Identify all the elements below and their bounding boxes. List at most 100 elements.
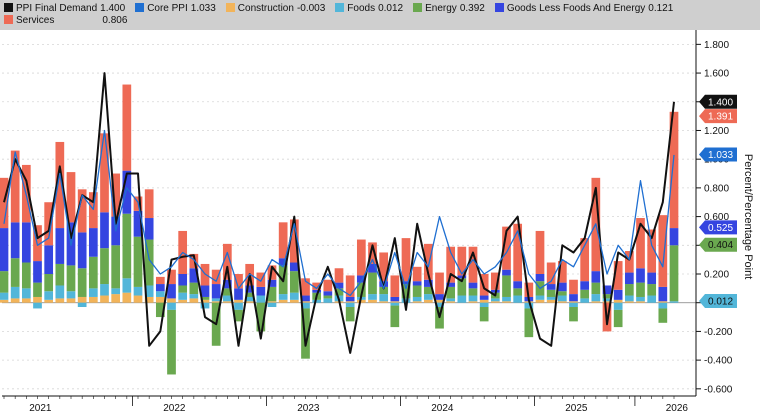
bar-segment [334,282,344,289]
bar-segment [301,302,310,309]
bar-segment [524,282,534,297]
bar-segment [669,301,679,303]
legend-item: Goods Less Foods And Energy 0.121 [494,3,673,15]
bar-segment [479,307,489,322]
bar-segment [10,222,20,259]
bar-segment [200,296,210,300]
bar-segment [412,266,422,282]
bar-segment [624,251,634,273]
bar-segment [100,295,109,303]
bar-segment [390,275,400,297]
bar-segment [44,291,54,300]
bar-segment [368,272,377,295]
y-tick-label: -0.200 [704,327,733,338]
bar-segment [457,246,467,276]
bar-segment [133,210,143,237]
legend-swatch-icon [4,3,13,12]
bar-segment [546,299,556,303]
end-value-tag: 0.404 [699,237,737,252]
bar-segment [77,268,87,297]
bar-segment [0,271,9,293]
legend-item: Energy 0.392 [413,3,485,15]
series-line-core-ppi [3,129,675,297]
bar-segment [613,309,623,328]
bar-segment [569,279,578,295]
legend-item-value: 0.012 [378,3,404,14]
bar-segment [323,291,333,296]
bar-segment [457,275,467,279]
bar-segment [222,295,232,302]
bar-segment [200,299,210,303]
bar-segment [446,282,456,287]
bar-segment [334,268,344,283]
bar-segment [368,242,377,264]
bar-segment [289,262,299,272]
bar-segment [435,299,444,303]
bar-segment [256,302,266,332]
bar-segment [468,288,478,296]
bar-segment [200,285,210,297]
bar-segment [301,278,310,296]
bar-segment [55,263,65,286]
bar-segment [0,299,9,303]
bar-segment [55,228,65,264]
bar-segment [524,308,534,338]
bar-segment [289,219,299,263]
bar-segment [557,282,567,292]
bar-segment [569,301,578,303]
series-line-ppi-final-demand [3,72,675,354]
end-value-tag-shape [699,293,737,308]
bar-segment [88,228,98,257]
bar-segment [178,274,188,286]
bar-segment [557,261,567,283]
bar-segment [624,301,634,303]
end-value-tag-label: 1.033 [708,150,733,161]
bar-segment [211,301,221,303]
bar-segment [167,302,176,310]
bar-segment [345,302,355,308]
bar-segment [468,246,478,283]
x-tick-label: 2021 [29,403,52,414]
bar-segment [390,305,400,328]
bar-segment [33,261,42,283]
y-tick-label: 0.200 [704,270,729,281]
bar-segment [0,292,9,300]
bar-segment [55,285,65,299]
bar-segment [0,177,9,229]
bar-segment [234,274,243,289]
bar-segment [591,271,601,283]
bar-segment [178,285,188,293]
bar-segment [301,308,310,359]
bar-segment [423,243,433,280]
bar-segment [435,294,444,300]
legend-swatch-icon [4,15,13,24]
bar-segment [368,294,377,300]
bar-segment [10,150,20,223]
x-tick-label: 2025 [565,403,588,414]
end-value-tag-shape [699,94,737,109]
bar-segment [66,172,76,223]
bar-segment [256,295,266,303]
y-axis-label: Percent/Percentage Point [742,154,754,279]
bar-segment [468,295,478,302]
legend-item-name: Services [16,15,55,26]
bar-segment [133,286,143,296]
bar-segment [323,298,333,303]
bar-segment [100,248,109,285]
bar-segment [55,141,65,229]
bar-segment [613,299,623,303]
bar-segment [435,302,444,308]
bar-segment [580,281,590,290]
bar-segment [490,301,500,303]
bar-segment [111,173,121,217]
end-value-tag-shape [699,237,737,252]
legend-row: PPI Final Demand 1.400 Core PPI 1.033 Constr… [4,3,760,15]
bar-segment [569,307,578,322]
y-tick-label: -0.600 [704,384,733,395]
bar-segment [457,278,467,296]
legend-item: Services 0.806 [4,15,127,27]
bar-segment [345,307,355,322]
bar-segment [77,302,87,308]
bar-segment [490,298,500,302]
legend-item-value: -0.003 [296,3,326,14]
